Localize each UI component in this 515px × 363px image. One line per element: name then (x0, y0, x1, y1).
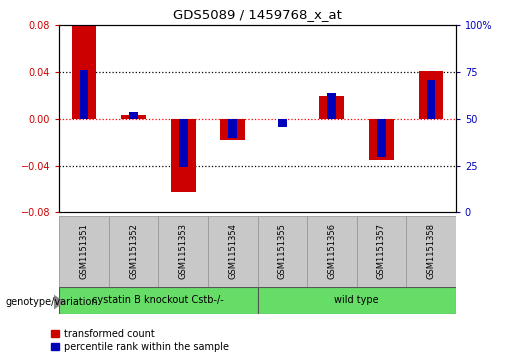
Bar (377, 119, 386, 158)
Bar (121, 115, 146, 119)
Text: wild type: wild type (334, 295, 379, 305)
Text: GSM1151358: GSM1151358 (426, 223, 436, 280)
Text: cystatin B knockout Cstb-/-: cystatin B knockout Cstb-/- (93, 295, 224, 305)
Text: GSM1151352: GSM1151352 (129, 224, 138, 279)
FancyBboxPatch shape (406, 216, 456, 287)
Text: GSM1151351: GSM1151351 (79, 224, 89, 279)
Bar (220, 119, 245, 140)
Bar (426, 80, 436, 119)
Bar (328, 93, 336, 119)
Polygon shape (54, 294, 65, 310)
Text: genotype/variation: genotype/variation (5, 297, 98, 307)
FancyBboxPatch shape (307, 216, 356, 287)
Bar (72, 25, 96, 119)
FancyBboxPatch shape (109, 216, 159, 287)
Text: GSM1151354: GSM1151354 (228, 224, 237, 279)
Bar (319, 95, 344, 119)
Bar (278, 119, 287, 127)
Bar (129, 112, 138, 119)
Legend: transformed count, percentile rank within the sample: transformed count, percentile rank withi… (51, 329, 229, 351)
Bar (79, 70, 89, 119)
Bar (179, 119, 187, 167)
FancyBboxPatch shape (258, 287, 456, 314)
FancyBboxPatch shape (159, 216, 208, 287)
FancyBboxPatch shape (258, 216, 307, 287)
Text: GSM1151357: GSM1151357 (377, 223, 386, 280)
FancyBboxPatch shape (59, 216, 109, 287)
Bar (419, 71, 443, 119)
Text: GSM1151353: GSM1151353 (179, 223, 187, 280)
Title: GDS5089 / 1459768_x_at: GDS5089 / 1459768_x_at (173, 8, 342, 21)
Text: GSM1151355: GSM1151355 (278, 224, 287, 279)
Bar (369, 119, 394, 160)
Bar (228, 119, 237, 138)
Bar (171, 119, 196, 192)
Text: GSM1151356: GSM1151356 (328, 223, 336, 280)
FancyBboxPatch shape (356, 216, 406, 287)
FancyBboxPatch shape (208, 216, 258, 287)
FancyBboxPatch shape (59, 287, 258, 314)
